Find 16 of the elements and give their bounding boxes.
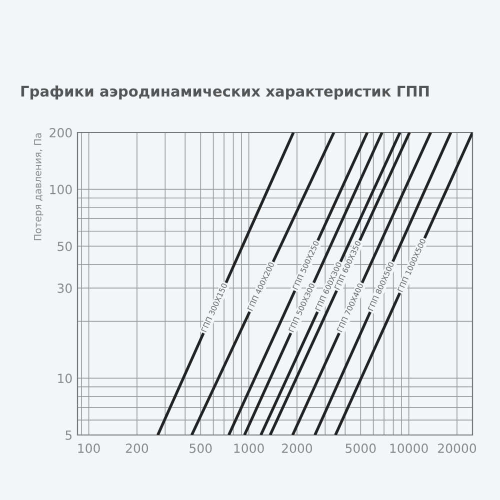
y-tick-label: 200 <box>50 128 72 138</box>
y-tick-label: 5 <box>66 430 72 440</box>
x-tick-label: 1000 <box>234 444 264 454</box>
x-tick-label: 2000 <box>282 444 312 454</box>
x-tick-label: 100 <box>78 444 100 454</box>
y-tick-label: 100 <box>50 184 72 194</box>
chart-title: Графики аэродинамических характеристик ГПП <box>21 85 429 100</box>
x-tick-label: 10000 <box>390 444 428 454</box>
y-tick-label: 30 <box>58 284 72 293</box>
x-tick-label: 5000 <box>346 444 376 454</box>
y-axis-title: Потеря давления, Па <box>34 133 44 240</box>
y-tick-label: 10 <box>58 374 72 384</box>
x-tick-label: 500 <box>190 444 212 454</box>
x-tick-label: 200 <box>126 444 148 454</box>
y-tick-label: 50 <box>58 242 72 252</box>
x-tick-label: 20000 <box>438 444 476 454</box>
